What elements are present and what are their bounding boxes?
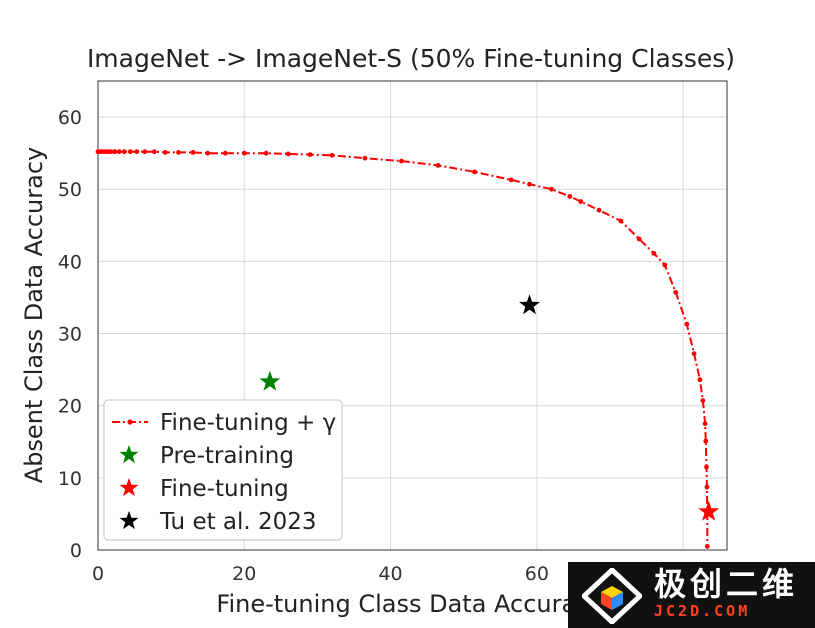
series-point xyxy=(121,149,127,155)
series-point xyxy=(636,236,642,242)
data-series xyxy=(95,149,720,549)
watermark-url: JC2D.COM xyxy=(654,602,751,620)
series-point xyxy=(307,152,313,158)
series-point xyxy=(134,149,140,155)
legend-label: Tu et al. 2023 xyxy=(159,509,317,535)
series-point xyxy=(527,181,532,187)
x-tick-label: 0 xyxy=(92,563,104,585)
series-point xyxy=(651,251,657,256)
star-marker-1 xyxy=(259,370,281,391)
series-point xyxy=(435,163,441,168)
y-tick-label: 40 xyxy=(58,251,82,273)
series-point xyxy=(362,155,368,161)
series-point xyxy=(704,484,710,490)
series-point xyxy=(222,150,228,156)
series-point xyxy=(596,207,602,213)
x-tick-label: 60 xyxy=(525,563,549,585)
y-tick-label: 0 xyxy=(70,540,82,562)
series-point xyxy=(329,152,335,158)
legend-star-swatch xyxy=(119,445,139,464)
tick-labels: 0204060800102030405060 xyxy=(58,107,695,585)
series-point xyxy=(285,151,291,157)
legend-label: Fine-tuning xyxy=(160,476,289,502)
star-marker-3 xyxy=(519,294,540,315)
series-point xyxy=(704,464,709,470)
series-point xyxy=(662,262,668,268)
x-tick-label: 40 xyxy=(378,563,402,585)
series-point xyxy=(549,186,554,192)
series-point xyxy=(673,290,679,295)
series-point xyxy=(684,321,690,327)
watermark: 极创二维 JC2D.COM xyxy=(568,562,815,628)
y-tick-label: 60 xyxy=(58,107,82,129)
y-tick-label: 10 xyxy=(58,468,82,490)
series-point xyxy=(162,150,168,155)
y-tick-label: 20 xyxy=(58,396,82,418)
series-point xyxy=(472,169,478,175)
series-point xyxy=(241,150,247,156)
series-point xyxy=(263,150,269,156)
series-point xyxy=(508,177,514,183)
series-point xyxy=(205,150,211,156)
series-point xyxy=(700,398,706,403)
legend-label: Fine-tuning + γ xyxy=(160,410,336,436)
series-point xyxy=(151,149,157,155)
series-point xyxy=(702,421,708,427)
series-point xyxy=(176,150,181,155)
y-axis-label: Absent Class Data Accuracy xyxy=(20,147,48,483)
series-point xyxy=(127,149,133,155)
series-point xyxy=(116,149,122,155)
series-point xyxy=(578,199,584,204)
series-line-fine-tuning-gamma xyxy=(98,150,709,547)
x-axis-label: Fine-tuning Class Data Accuracy xyxy=(216,590,603,618)
star-marker-2 xyxy=(698,500,720,521)
legend-label: Pre-training xyxy=(160,443,294,469)
series-point xyxy=(567,194,573,199)
legend: Fine-tuning + γ Pre-training Fine-tuning Tu… xyxy=(103,399,343,541)
legend-star-swatch xyxy=(119,511,139,530)
series-point xyxy=(108,149,114,155)
x-tick-label: 20 xyxy=(232,563,256,585)
chart-title: ImageNet -> ImageNet-S (50% Fine-tuning … xyxy=(87,44,735,73)
legend-star-swatch xyxy=(119,478,139,497)
plot-frame xyxy=(97,80,728,551)
watermark-text: 极创二维 xyxy=(654,565,799,603)
y-tick-label: 30 xyxy=(58,324,82,346)
cube-logo-icon xyxy=(582,568,642,624)
series-point xyxy=(691,351,697,357)
series-point xyxy=(142,149,148,155)
series-point xyxy=(703,438,709,444)
series-point xyxy=(190,150,196,155)
series-point xyxy=(697,377,703,383)
series-point xyxy=(618,218,624,224)
series-point xyxy=(112,149,118,155)
series-point xyxy=(399,158,404,164)
legend-box xyxy=(103,399,343,541)
y-tick-label: 50 xyxy=(58,179,82,201)
series-point xyxy=(704,544,710,549)
legend-point-swatch xyxy=(127,419,133,425)
